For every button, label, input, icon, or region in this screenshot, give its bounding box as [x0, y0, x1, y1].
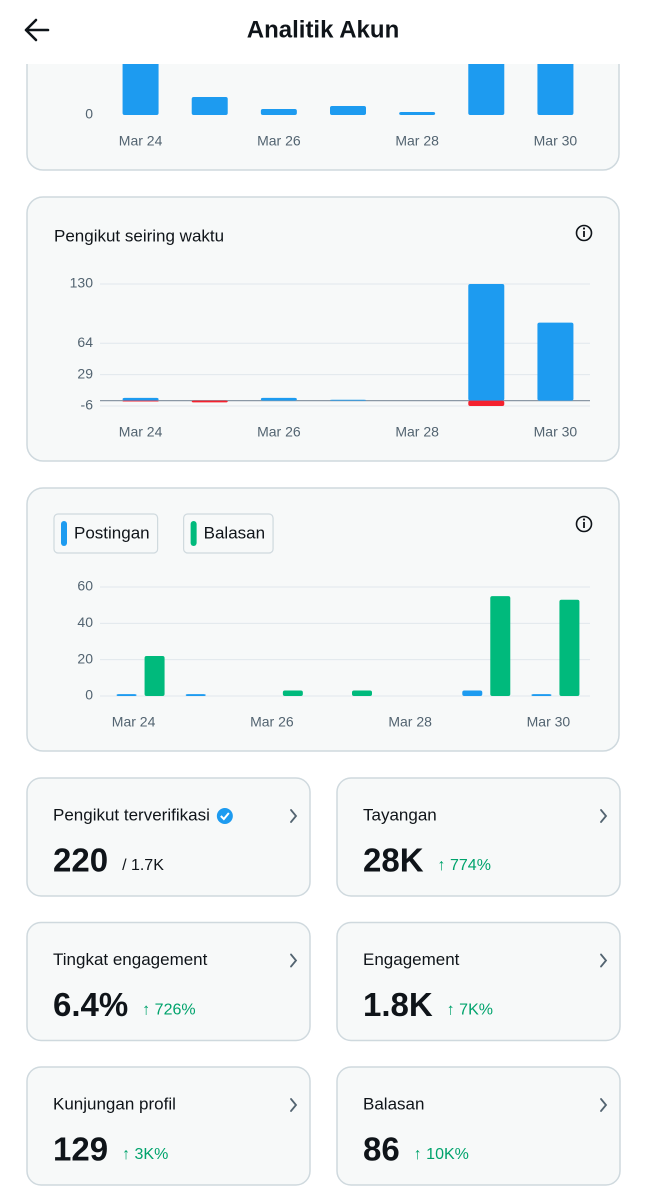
card-title: Tayangan: [363, 805, 437, 824]
bar: [122, 397, 159, 401]
bar: [559, 599, 580, 696]
stat-card[interactable]: Tayangan 28K ↑ 774%: [336, 777, 621, 897]
bar: [537, 322, 574, 401]
card-detail: ↑ 7K%: [447, 1002, 493, 1019]
x-tick-label: Mar 30: [527, 714, 571, 730]
chevron: [290, 953, 298, 968]
x-tick-label: Mar 24: [119, 424, 163, 440]
legend-item: Balasan: [183, 513, 274, 554]
card-background: [26, 1066, 311, 1186]
card-detail: ↑ 726%: [142, 1002, 195, 1019]
card-background: [336, 1066, 621, 1186]
x-tick-label: Mar 24: [112, 714, 156, 730]
info-icon[interactable]: [575, 224, 593, 242]
y-tick-label: -6: [81, 397, 94, 413]
card-title: Tingkat engagement: [53, 950, 208, 969]
verified-check: [220, 812, 230, 821]
card-detail: / 1.7K: [122, 857, 164, 874]
bar: [116, 694, 137, 696]
card-background: [336, 921, 621, 1042]
bar: [191, 97, 228, 115]
bar: [468, 284, 505, 401]
card-value: 220: [53, 842, 108, 879]
stat-card[interactable]: Kunjungan profil 129 ↑ 3K%: [26, 1066, 311, 1186]
legend-swatch: [61, 521, 67, 546]
x-tick-label: Mar 30: [534, 133, 578, 149]
x-tick-label: Mar 28: [388, 714, 432, 730]
bar: [468, 400, 505, 406]
bar: [144, 656, 165, 696]
bar: [260, 109, 297, 115]
y-tick-label: 0: [85, 106, 93, 122]
bar: [191, 400, 228, 403]
chevron: [600, 809, 608, 823]
chart-card: [26, 487, 620, 752]
stat-card[interactable]: Pengikut terverifikasi 220 / 1.7K: [26, 777, 311, 897]
bar: [260, 397, 297, 401]
x-tick-label: Mar 28: [395, 133, 439, 149]
cards: Pengikut terverifikasi 220 / 1.7K Tayangan 2…: [26, 777, 621, 1186]
card-value: 6.4%: [53, 986, 128, 1023]
bar: [462, 690, 483, 696]
card-background: [26, 921, 311, 1042]
bar: [122, 400, 159, 402]
card-title: Engagement: [363, 950, 460, 969]
y-tick-label: 29: [77, 365, 93, 381]
y-tick-label: 60: [77, 578, 93, 594]
card-detail: ↑ 774%: [438, 857, 491, 874]
y-tick-label: 40: [77, 614, 93, 630]
legend-label: Postingan: [74, 523, 150, 542]
legend-chip: [53, 513, 159, 554]
chevron: [600, 1098, 608, 1112]
stat-card[interactable]: Balasan 86 ↑ 10K%: [336, 1066, 621, 1186]
card-value: 1.8K: [363, 986, 433, 1023]
bar: [185, 694, 206, 696]
card-title: Balasan: [363, 1094, 424, 1113]
back-button[interactable]: [24, 18, 50, 42]
x-tick-label: Mar 28: [395, 424, 439, 440]
card-title: Kunjungan profil: [53, 1094, 176, 1113]
bar: [399, 112, 436, 115]
x-tick-label: Mar 24: [119, 133, 163, 149]
header-title: Analitik Akun: [247, 16, 399, 43]
bar: [490, 596, 511, 696]
card-value: 86: [363, 1131, 400, 1168]
bar: [531, 694, 552, 696]
card-title: Pengikut terverifikasi: [53, 805, 210, 824]
card-detail: ↑ 3K%: [122, 1146, 168, 1163]
y-tick-label: 64: [77, 334, 93, 350]
info-icon[interactable]: [575, 515, 593, 533]
stat-card[interactable]: Engagement 1.8K ↑ 7K%: [336, 921, 621, 1042]
chart-title: Pengikut seiring waktu: [54, 226, 224, 245]
card-value: 28K: [363, 842, 424, 879]
card-background: [26, 777, 311, 897]
chevron: [290, 809, 298, 823]
bar: [282, 690, 303, 696]
card-value: 129: [53, 1131, 108, 1168]
verified-badge: [216, 808, 233, 824]
chevron: [600, 953, 608, 968]
x-tick-label: Mar 30: [534, 424, 578, 440]
stat-card[interactable]: Tingkat engagement 6.4% ↑ 726%: [26, 921, 311, 1042]
x-tick-label: Mar 26: [257, 424, 301, 440]
y-tick-label: 20: [77, 650, 93, 666]
y-tick-label: 130: [70, 275, 94, 291]
legend-swatch: [190, 521, 197, 546]
y-tick-label: 0: [85, 687, 93, 703]
legend-item: Postingan: [53, 513, 159, 554]
header-bar: [0, 0, 646, 64]
bar: [352, 690, 372, 696]
chevron: [290, 1098, 298, 1112]
x-tick-label: Mar 26: [257, 133, 301, 149]
card-detail: ↑ 10K%: [414, 1146, 469, 1163]
bar: [330, 106, 366, 115]
legend-chip: [183, 513, 274, 554]
legend-label: Balasan: [204, 523, 265, 542]
x-tick-label: Mar 26: [250, 714, 294, 730]
card-background: [336, 777, 621, 897]
bar: [330, 399, 366, 401]
